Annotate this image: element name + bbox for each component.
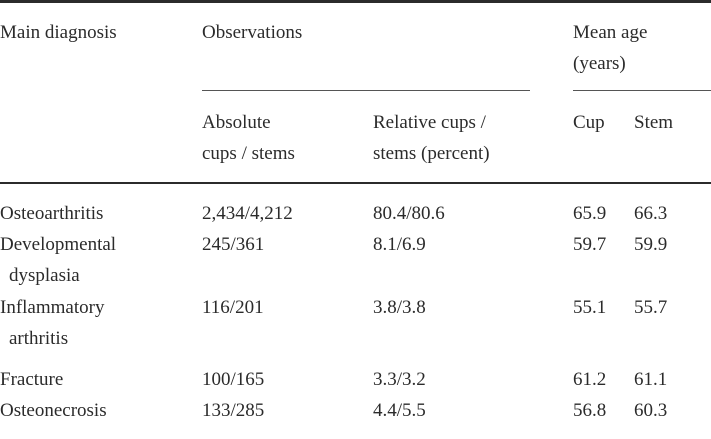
header-absolute-line2: cups / stems (202, 143, 295, 164)
header-mean-age-line2: (years) (573, 53, 626, 74)
cell-relative: 80.4/80.6 (373, 203, 445, 224)
header-cup: Cup (573, 112, 605, 133)
cell-stem-age: 59.9 (634, 234, 668, 255)
cell-absolute: 133/285 (202, 400, 265, 421)
cell-relative: 8.1/6.9 (373, 234, 426, 255)
header-main-diagnosis: Main diagnosis (0, 22, 117, 43)
cell-stem-age: 60.3 (634, 400, 668, 421)
cell-diagnosis: Inflammatory (0, 297, 105, 318)
cell-diagnosis: Fracture (0, 369, 64, 390)
cell-cup-age: 55.1 (573, 297, 607, 318)
cell-cup-age: 65.9 (573, 203, 607, 224)
cell-stem-age: 61.1 (634, 369, 668, 390)
cell-relative: 3.3/3.2 (373, 369, 426, 390)
header-mean-age-line1: Mean age (573, 22, 648, 43)
header-stem: Stem (634, 112, 674, 133)
cell-cup-age: 61.2 (573, 369, 607, 390)
cell-absolute: 116/201 (202, 297, 264, 318)
header-relative-line2: stems (percent) (373, 143, 490, 164)
cell-absolute: 2,434/4,212 (202, 203, 293, 224)
cell-diagnosis: Osteoarthritis (0, 203, 104, 224)
cell-diagnosis: Developmental (0, 234, 117, 255)
cell-stem-age: 66.3 (634, 203, 668, 224)
cell-diagnosis-continued: dysplasia (9, 265, 80, 286)
header-observations: Observations (202, 22, 303, 43)
observations-subrule (202, 90, 530, 91)
header-rule (0, 182, 711, 184)
cell-diagnosis: Osteonecrosis (0, 400, 107, 421)
cell-relative: 3.8/3.8 (373, 297, 426, 318)
header-relative-line1: Relative cups / (373, 112, 486, 133)
mean-age-subrule (573, 90, 711, 91)
cell-cup-age: 59.7 (573, 234, 607, 255)
cell-absolute: 100/165 (202, 369, 265, 390)
cell-absolute: 245/361 (202, 234, 265, 255)
cell-stem-age: 55.7 (634, 297, 668, 318)
top-rule (0, 0, 711, 3)
header-absolute-line1: Absolute (202, 112, 271, 133)
cell-relative: 4.4/5.5 (373, 400, 426, 421)
cell-cup-age: 56.8 (573, 400, 607, 421)
cell-diagnosis-continued: arthritis (9, 328, 69, 349)
